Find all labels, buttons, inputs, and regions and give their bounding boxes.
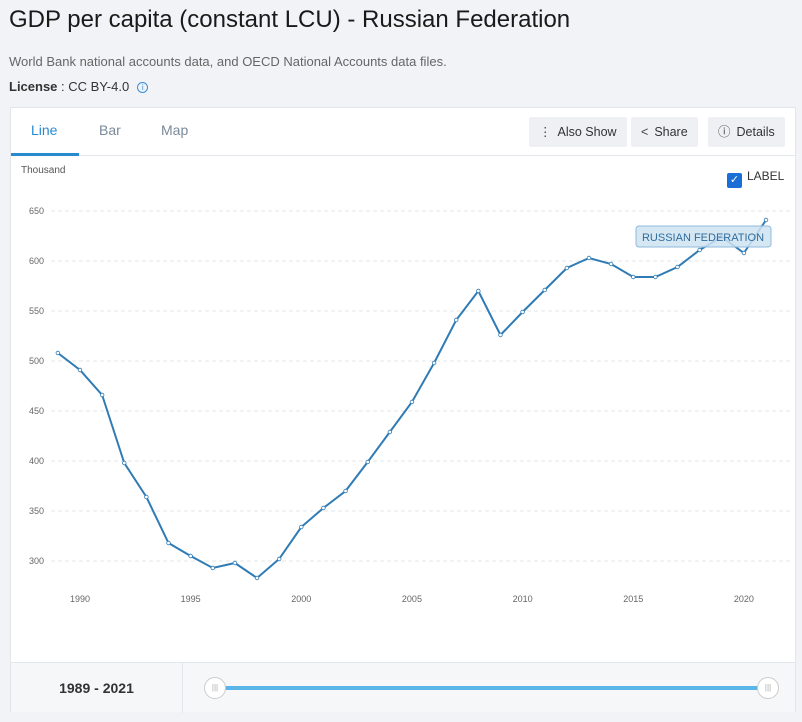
series-label: RUSSIAN FEDERATION xyxy=(642,232,764,244)
line-chart: 300 350 400 450 500 550 600 650 1990 1995 2000 2005… xyxy=(29,206,791,604)
source-text: World Bank national accounts data, and O… xyxy=(9,54,447,69)
range-slider-start-handle[interactable]: ||| xyxy=(204,677,226,699)
range-sep: - xyxy=(90,680,103,696)
data-point xyxy=(254,575,260,581)
y-tick-label: 450 xyxy=(29,406,44,416)
year-range: 1989 - 2021 xyxy=(11,663,183,713)
label-checkbox[interactable]: ✓ LABEL xyxy=(727,169,784,188)
y-tick-label: 600 xyxy=(29,256,44,266)
x-tick-label: 1990 xyxy=(70,594,90,604)
data-point xyxy=(431,360,437,366)
y-tick-label: 550 xyxy=(29,306,44,316)
data-point xyxy=(99,392,105,398)
data-point xyxy=(122,460,127,466)
x-tick-label: 2020 xyxy=(734,594,754,604)
series-label-box xyxy=(635,225,772,248)
data-point xyxy=(232,560,238,566)
data-point xyxy=(586,255,592,261)
data-point xyxy=(343,488,348,494)
data-point xyxy=(454,317,459,323)
active-tab-indicator xyxy=(11,153,79,156)
data-point xyxy=(542,287,547,293)
y-tick-label: 650 xyxy=(29,206,44,216)
data-point xyxy=(653,274,658,280)
y-tick-label: 400 xyxy=(29,456,44,466)
checkmark-icon: ✓ xyxy=(727,173,742,188)
also-show-button[interactable]: ⋮ Also Show xyxy=(529,117,627,147)
data-point xyxy=(77,367,83,373)
x-tick-label: 2010 xyxy=(513,594,533,604)
y-tick-label: 300 xyxy=(29,556,44,566)
data-point xyxy=(763,217,769,223)
license-label: License xyxy=(9,79,58,94)
details-button[interactable]: ⓘ Details xyxy=(708,117,785,147)
range-slider-end-handle[interactable]: ||| xyxy=(757,677,779,699)
tab-map[interactable]: Map xyxy=(161,122,189,138)
range-start: 1989 xyxy=(59,680,91,696)
range-footer: 1989 - 2021 ||| ||| xyxy=(11,662,795,713)
range-end: 2021 xyxy=(102,680,134,696)
also-show-label: Also Show xyxy=(557,125,617,139)
y-axis-unit: Thousand xyxy=(21,165,66,176)
x-tick-label: 2005 xyxy=(402,594,422,604)
data-point xyxy=(631,274,636,280)
data-point xyxy=(144,494,149,500)
details-label: Details xyxy=(736,125,775,139)
data-point xyxy=(188,553,193,559)
data-point xyxy=(276,556,282,562)
chart-card: Line Bar Map ⋮ Also Show < Share ⓘ Details … xyxy=(10,107,796,713)
data-point xyxy=(498,332,503,338)
range-slider-track[interactable] xyxy=(213,686,769,690)
share-button[interactable]: < Share xyxy=(631,117,698,147)
data-point xyxy=(321,505,326,511)
page-title: GDP per capita (constant LCU) - Russian … xyxy=(9,6,571,33)
y-tick-label: 500 xyxy=(29,356,44,366)
tab-line[interactable]: Line xyxy=(31,122,58,138)
data-point xyxy=(675,264,680,270)
data-point xyxy=(520,309,525,315)
series-line xyxy=(57,219,767,580)
data-point xyxy=(564,265,570,271)
data-point xyxy=(299,524,304,530)
chart-tabs: Line Bar Map ⋮ Also Show < Share ⓘ Details xyxy=(11,108,795,156)
x-tick-label: 2000 xyxy=(291,594,311,604)
data-point xyxy=(697,247,702,253)
info-circle-icon: ⓘ xyxy=(718,125,731,139)
data-point xyxy=(365,459,370,465)
info-icon[interactable]: i xyxy=(137,82,149,93)
data-point xyxy=(55,350,61,356)
more-vertical-icon: ⋮ xyxy=(539,125,552,139)
tab-bar[interactable]: Bar xyxy=(99,122,121,138)
data-point xyxy=(387,429,393,435)
x-tick-label: 1995 xyxy=(181,594,201,604)
x-tick-label: 2015 xyxy=(623,594,643,604)
y-tick-label: 350 xyxy=(29,506,44,516)
data-point xyxy=(210,565,215,571)
data-point xyxy=(409,399,415,405)
license: License : CC BY-4.0 i xyxy=(9,79,149,94)
data-point xyxy=(166,540,171,546)
data-point xyxy=(476,288,481,294)
label-checkbox-text: LABEL xyxy=(747,169,785,183)
data-point xyxy=(608,261,614,267)
share-label: Share xyxy=(654,125,688,139)
license-value: : CC BY-4.0 xyxy=(61,79,130,94)
share-icon: < xyxy=(641,125,649,139)
data-point xyxy=(741,250,747,256)
